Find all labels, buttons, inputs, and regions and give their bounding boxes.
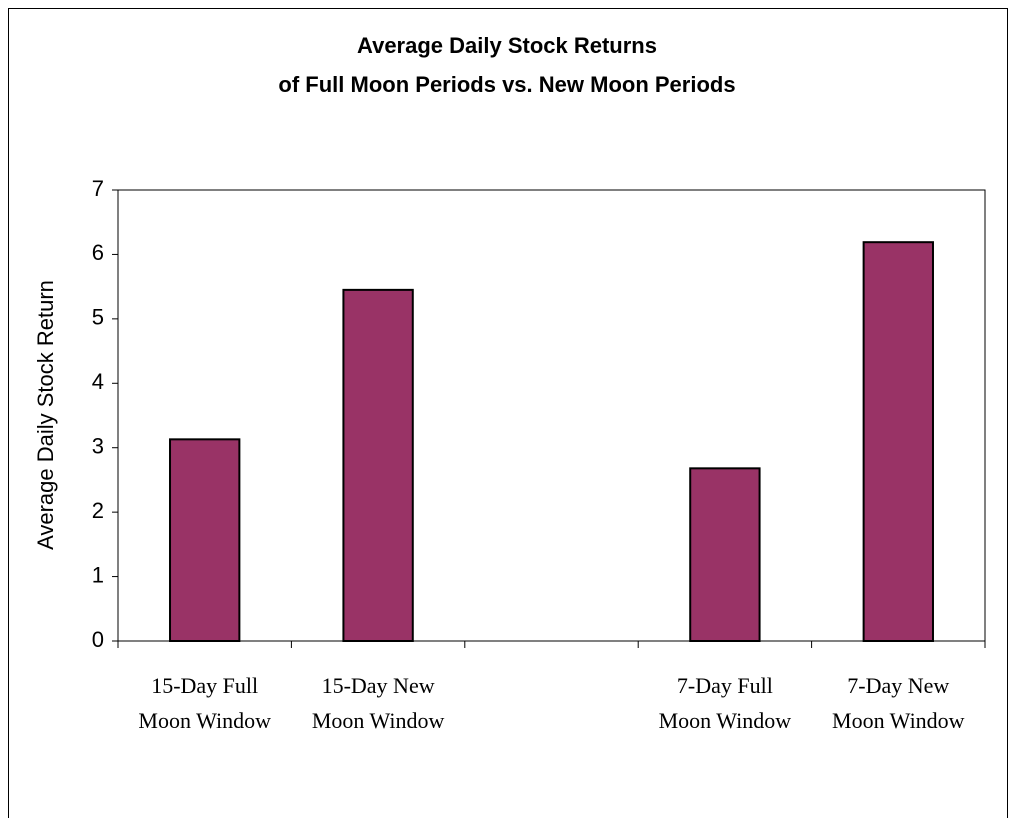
chart-border — [8, 8, 1008, 818]
y-tick-label: 5 — [92, 305, 104, 330]
x-tick-label: 7-Day New Moon Window — [832, 673, 965, 733]
bar — [689, 467, 761, 642]
y-tick-label: 2 — [92, 498, 104, 523]
y-tick-label: 3 — [92, 434, 104, 459]
bar — [342, 288, 414, 642]
x-tick-label: 7-Day Full Moon Window — [658, 673, 792, 733]
y-tick-label: 1 — [92, 562, 104, 587]
bar — [169, 438, 241, 642]
plot-area — [117, 189, 986, 642]
y-tick-label: 6 — [92, 240, 104, 265]
x-tick-label: 15-Day Full Moon Window — [138, 673, 271, 733]
x-tick-label: 15-Day New Moon Window — [311, 673, 445, 733]
bar — [862, 241, 934, 643]
chart-title: Average Daily Stock Returns — [357, 33, 657, 58]
chart-subtitle: of Full Moon Periods vs. New Moon Period… — [278, 72, 735, 97]
y-tick-label: 7 — [92, 176, 104, 201]
y-axis-label: Average Daily Stock Return — [33, 280, 58, 550]
y-tick-label: 0 — [92, 627, 104, 652]
y-tick-label: 4 — [92, 369, 104, 394]
